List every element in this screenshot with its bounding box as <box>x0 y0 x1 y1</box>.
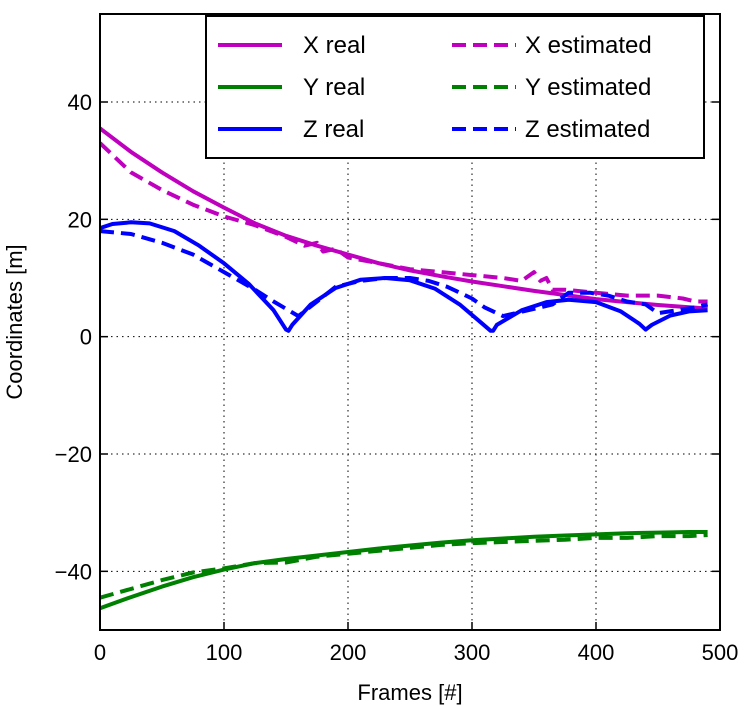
legend-label: X real <box>303 32 366 59</box>
legend-label: Z estimated <box>525 116 650 143</box>
y-tick-label: 20 <box>68 207 92 232</box>
x-axis-label: Frames [#] <box>357 680 462 705</box>
legend: X real Y real Z real X estimated Y estimated… <box>205 15 705 159</box>
x-tick-label: 500 <box>702 640 739 665</box>
grid-lines <box>100 14 720 630</box>
y-tick-label: −40 <box>55 559 92 584</box>
legend-label: Y estimated <box>525 74 651 101</box>
series-line-y-estimated <box>100 533 708 600</box>
axis-ticks: 0 100 200 300 400 500 −40 −20 0 20 40 <box>55 14 739 665</box>
x-tick-label: 200 <box>330 640 367 665</box>
x-tick-label: 100 <box>206 640 243 665</box>
legend-label: Y real <box>303 74 365 101</box>
y-axis-label: Coordinates [m] <box>2 244 27 399</box>
x-tick-label: 0 <box>94 640 106 665</box>
plot-frame <box>99 13 721 631</box>
series-line-y-real <box>100 530 708 611</box>
series-line-z-real <box>100 220 708 333</box>
legend-label: X estimated <box>525 32 652 59</box>
y-tick-label: 40 <box>68 90 92 115</box>
x-tick-label: 400 <box>578 640 615 665</box>
y-tick-label: −20 <box>55 442 92 467</box>
y-tick-label: 0 <box>80 325 92 350</box>
x-tick-label: 300 <box>454 640 491 665</box>
legend-label: Z real <box>303 116 364 143</box>
series-layer <box>100 126 709 611</box>
series-line-z-estimated <box>100 229 709 319</box>
